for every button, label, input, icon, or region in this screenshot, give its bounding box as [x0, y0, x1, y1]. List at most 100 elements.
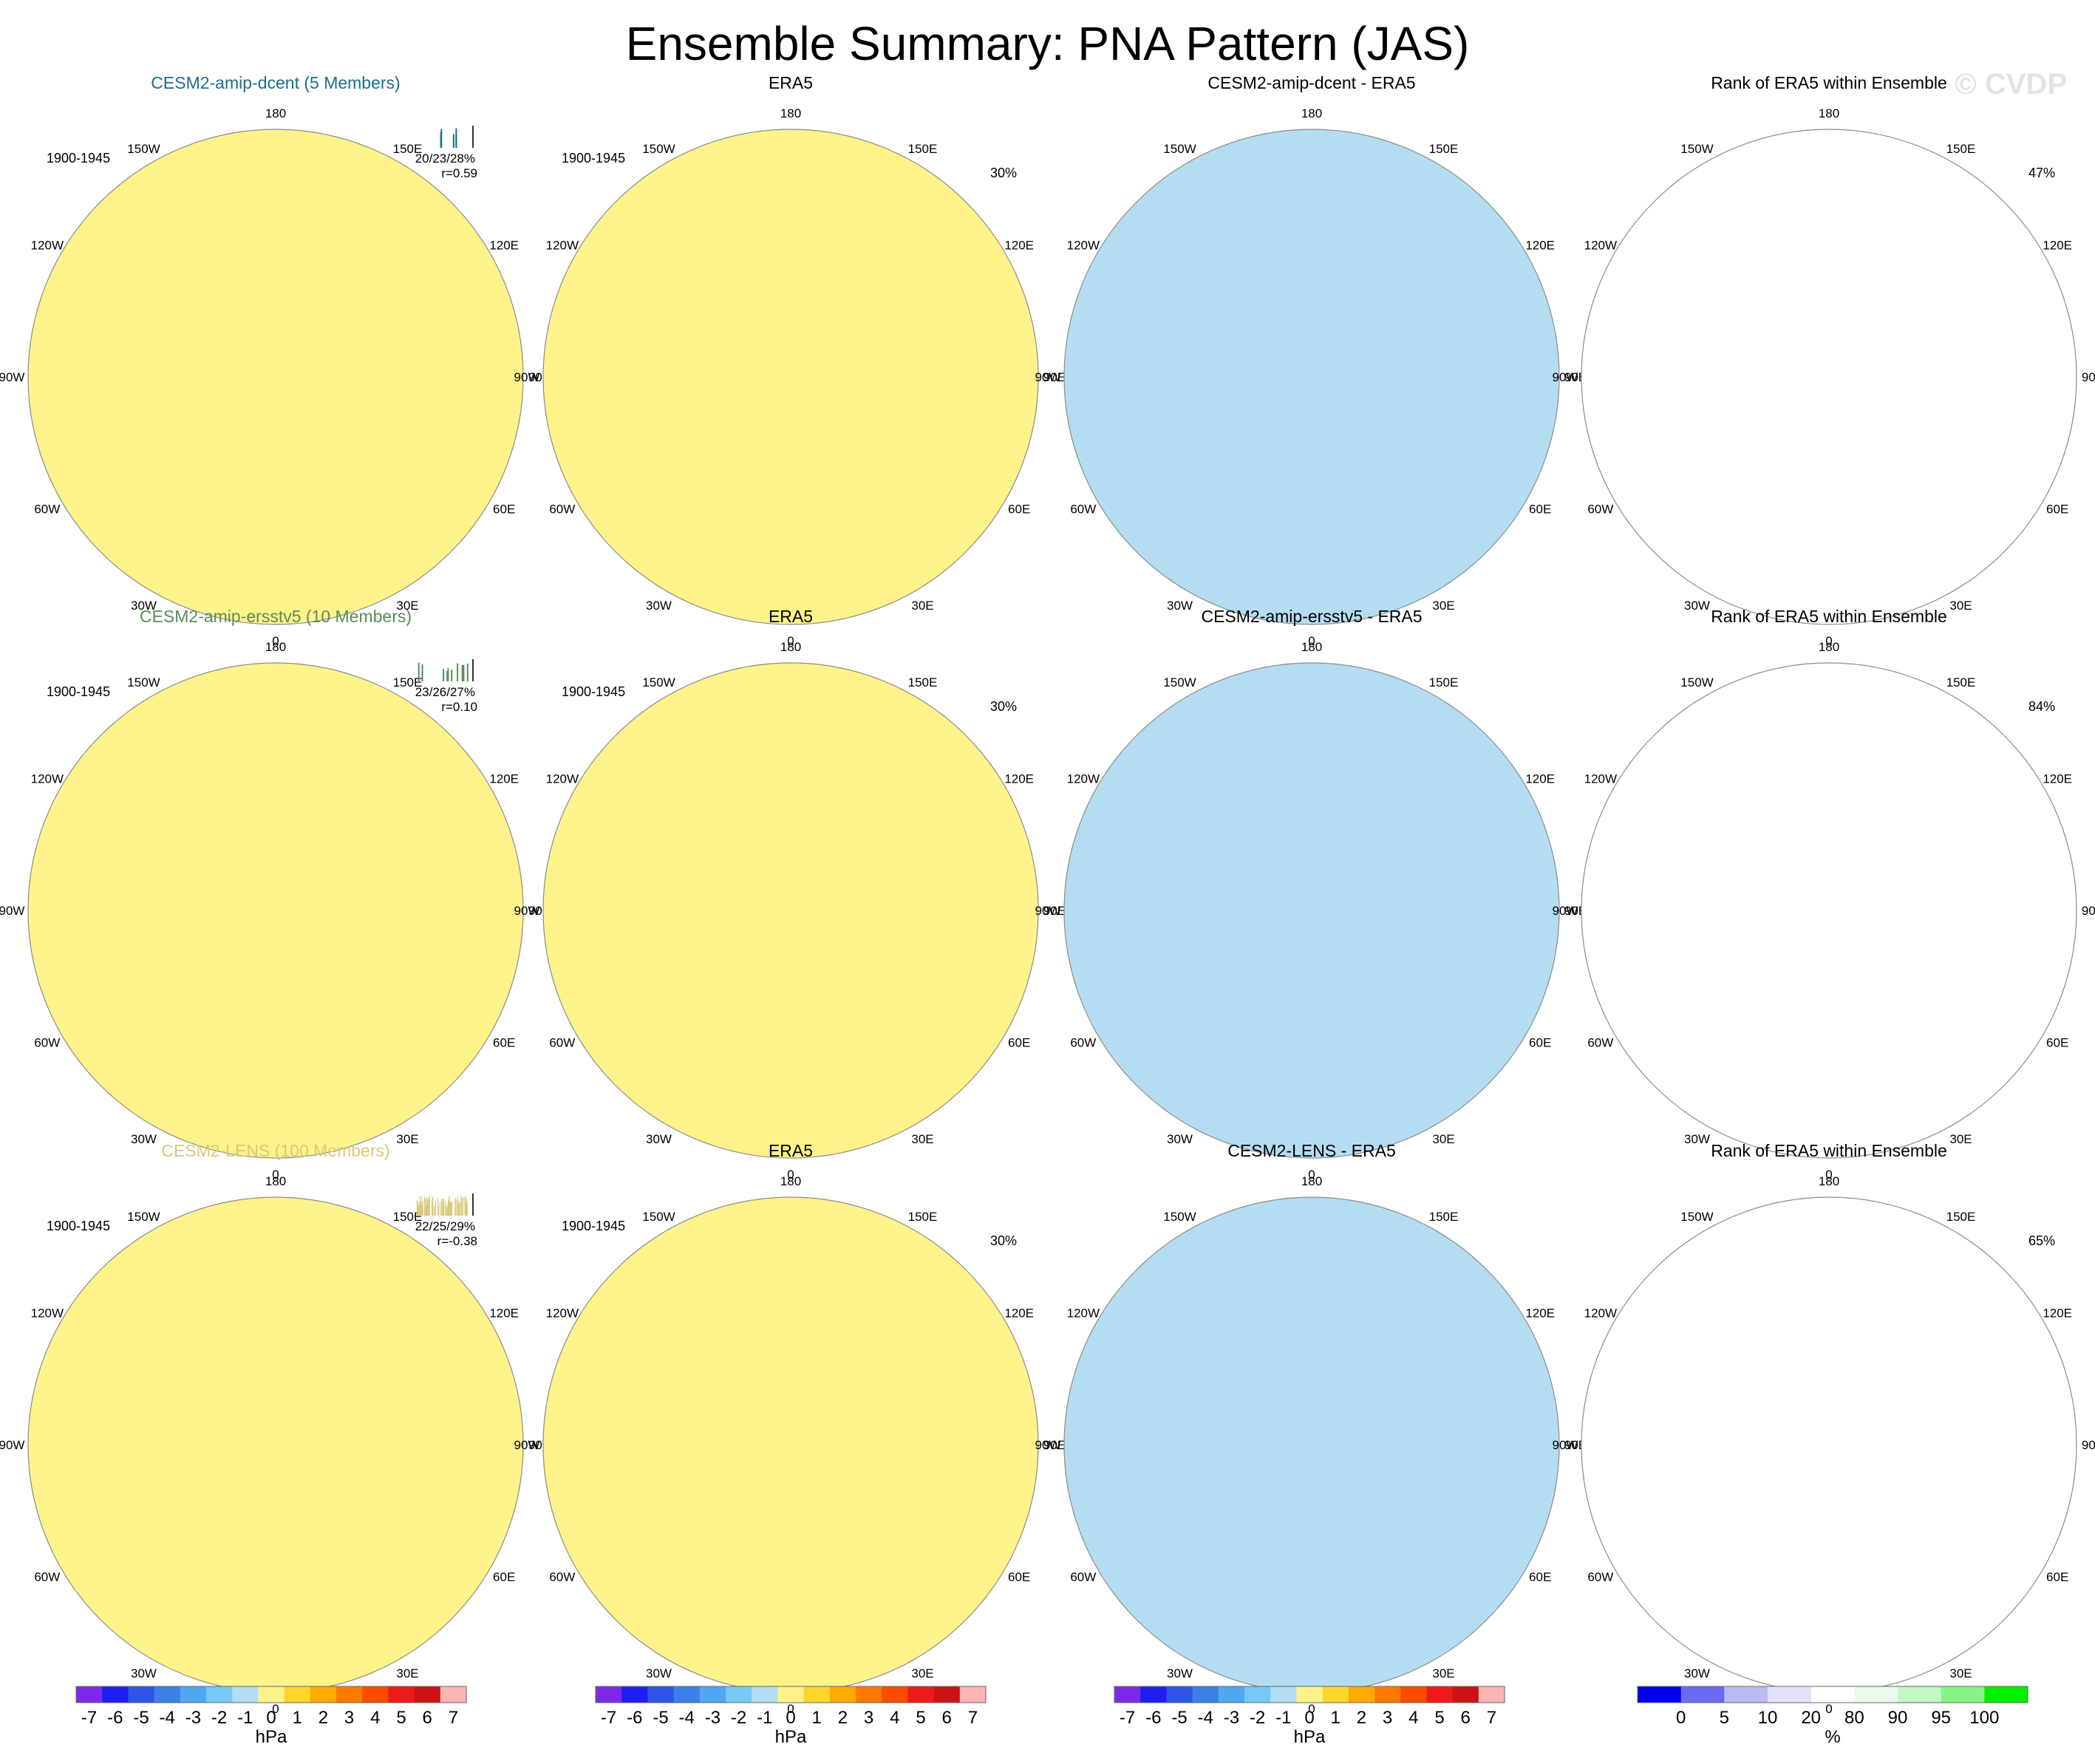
lon-label: 150E — [908, 1210, 938, 1224]
lon-label: 30W — [646, 1132, 672, 1146]
lon-label: 150E — [393, 675, 423, 689]
colorbar-swatch — [1452, 1686, 1479, 1703]
lon-label: 90W — [1035, 904, 1061, 918]
lon-label: 120E — [1004, 239, 1034, 253]
lon-label: 0 — [1308, 1168, 1315, 1182]
map-background — [1581, 129, 2077, 624]
lon-label: 60E — [1529, 1036, 1551, 1050]
colorbar-tick-label: 1 — [1331, 1708, 1341, 1728]
map-border — [542, 662, 1039, 1159]
colorbar-tick-label: -3 — [705, 1708, 721, 1728]
colorbar-tick-label: 0 — [786, 1708, 795, 1728]
colorbar-swatch — [1244, 1686, 1271, 1703]
lon-label: 0 — [1308, 1702, 1315, 1716]
map-panel: 180150E120E90E60E30E030W60W90W120W150WCE… — [0, 73, 551, 648]
colorbar-swatch — [1898, 1686, 1942, 1703]
colorbar-swatch — [128, 1686, 155, 1703]
colorbar-tick-label: 1 — [293, 1708, 302, 1728]
map-panel: 180150E120E90E60E30E030W60W90W120W150WCE… — [1035, 1141, 1587, 1716]
lon-label: 60E — [493, 503, 515, 517]
colorbar-tick-label: 7 — [968, 1708, 978, 1728]
lon-label: 180 — [265, 106, 286, 120]
lon-label: 60E — [2046, 503, 2068, 517]
colorbar-swatch — [310, 1686, 337, 1703]
colorbar-tick-label: 7 — [449, 1708, 458, 1728]
colorbar-swatch — [933, 1686, 961, 1703]
colorbar-tick-label: -2 — [1250, 1708, 1265, 1728]
lon-label: 150E — [393, 1210, 423, 1224]
colorbar-swatch — [1140, 1686, 1167, 1703]
colorbar-swatch — [258, 1686, 285, 1703]
lon-label: 120E — [2043, 1307, 2072, 1321]
lon-label: 120W — [31, 1307, 64, 1321]
colorbar-swatch — [1680, 1686, 1725, 1703]
colorbar-swatch — [621, 1686, 648, 1703]
lon-label: 30W — [131, 1132, 157, 1146]
map-panel: 180 150E 120E 90E 60E 30E 0 30W 60W 90W 120W 150W ER… — [514, 73, 1066, 648]
panel-title: ERA5 — [769, 607, 813, 626]
colorbar-tick-label: -5 — [1171, 1708, 1187, 1728]
map-background — [28, 129, 523, 624]
colorbar-tick-label: 10 — [1758, 1708, 1778, 1728]
colorbar-tick-label: 4 — [370, 1708, 380, 1728]
colorbar-tick-label: 0 — [1676, 1708, 1686, 1728]
pct-label: 47% — [2028, 166, 2055, 180]
corr-label: r=0.10 — [441, 700, 477, 714]
lon-label: 60W — [1587, 1036, 1613, 1050]
map-background — [1581, 1197, 2077, 1692]
panel-title: CESM2-amip-ersstv5 (10 Members) — [140, 607, 412, 626]
lon-label: 120E — [1525, 1307, 1555, 1321]
lon-label: 30E — [396, 599, 418, 613]
lon-label: 120W — [1584, 239, 1617, 253]
lon-label: 150E — [908, 142, 938, 156]
cvdp-watermark: © CVDP — [1955, 68, 2067, 101]
colorbar-frame — [1637, 1686, 2028, 1703]
stats-label: 22/25/29% — [415, 1219, 475, 1233]
colorbar-swatch — [1296, 1686, 1324, 1703]
colorbar-tick-label: -6 — [107, 1708, 123, 1728]
lon-label: 120W — [1584, 772, 1617, 786]
colorbar-swatch — [829, 1686, 856, 1703]
colorbar-swatch — [1984, 1686, 2028, 1703]
lon-label: 180 — [265, 1174, 286, 1188]
period-label: 1900-1945 — [47, 151, 110, 166]
colorbar-tick-label: 90 — [1888, 1708, 1908, 1728]
colorbar-swatch — [232, 1686, 259, 1703]
map-panel: 180 150E 120E 90E 60E 30E 0 30W 60W 90W 120W 150W Ra… — [1553, 73, 2095, 648]
colorbar-swatch — [1322, 1686, 1349, 1703]
map-panel: 180 150E 120E 90E 60E 30E 0 30W 60W 90W 120W 150W Ra… — [1553, 607, 2095, 1182]
colorbar-tick-label: -1 — [237, 1708, 253, 1728]
lon-label: 0 — [1825, 1702, 1832, 1716]
colorbar-frame — [595, 1686, 987, 1703]
period-label: 1900-1945 — [47, 1219, 110, 1233]
lon-label: 150W — [1680, 1210, 1713, 1224]
lon-label: 90W — [0, 370, 24, 384]
lon-label: 60W — [1587, 1570, 1613, 1584]
lon-label: 120W — [546, 772, 579, 786]
lon-label: 120W — [1067, 239, 1100, 253]
page-title: Ensemble Summary: PNA Pattern (JAS) — [625, 17, 1470, 70]
lon-label: 120E — [489, 1307, 519, 1321]
lon-label: 0 — [787, 1702, 794, 1716]
lon-label: 60E — [2046, 1570, 2068, 1584]
pct-label: 30% — [990, 699, 1017, 714]
map-border — [1581, 129, 2077, 625]
map-panel: 180150E120E90E60E30E030W60W90W120W150WCE… — [1035, 73, 1587, 648]
lon-label: 150W — [642, 1210, 675, 1224]
colorbar-tick-label: 6 — [942, 1708, 952, 1728]
colorbar-swatch — [284, 1686, 311, 1703]
colorbar-frame — [1114, 1686, 1505, 1703]
lon-label: 90W — [1035, 1438, 1061, 1452]
colorbar-swatch — [596, 1686, 622, 1703]
colorbar-tick-label: 80 — [1844, 1708, 1864, 1728]
colorbar-swatch — [1478, 1686, 1505, 1703]
colorbar-swatch — [76, 1686, 103, 1703]
lon-label: 150W — [1680, 675, 1713, 689]
lon-label: 180 — [265, 640, 286, 654]
colorbar-swatch — [726, 1686, 752, 1703]
colorbar: 0 5 10 20 80 90 95 100% — [1637, 1686, 2028, 1747]
colorbar-swatch — [673, 1686, 701, 1703]
colorbar-swatch — [907, 1686, 935, 1703]
panel-title: Rank of ERA5 within Ensemble — [1711, 1141, 1947, 1160]
